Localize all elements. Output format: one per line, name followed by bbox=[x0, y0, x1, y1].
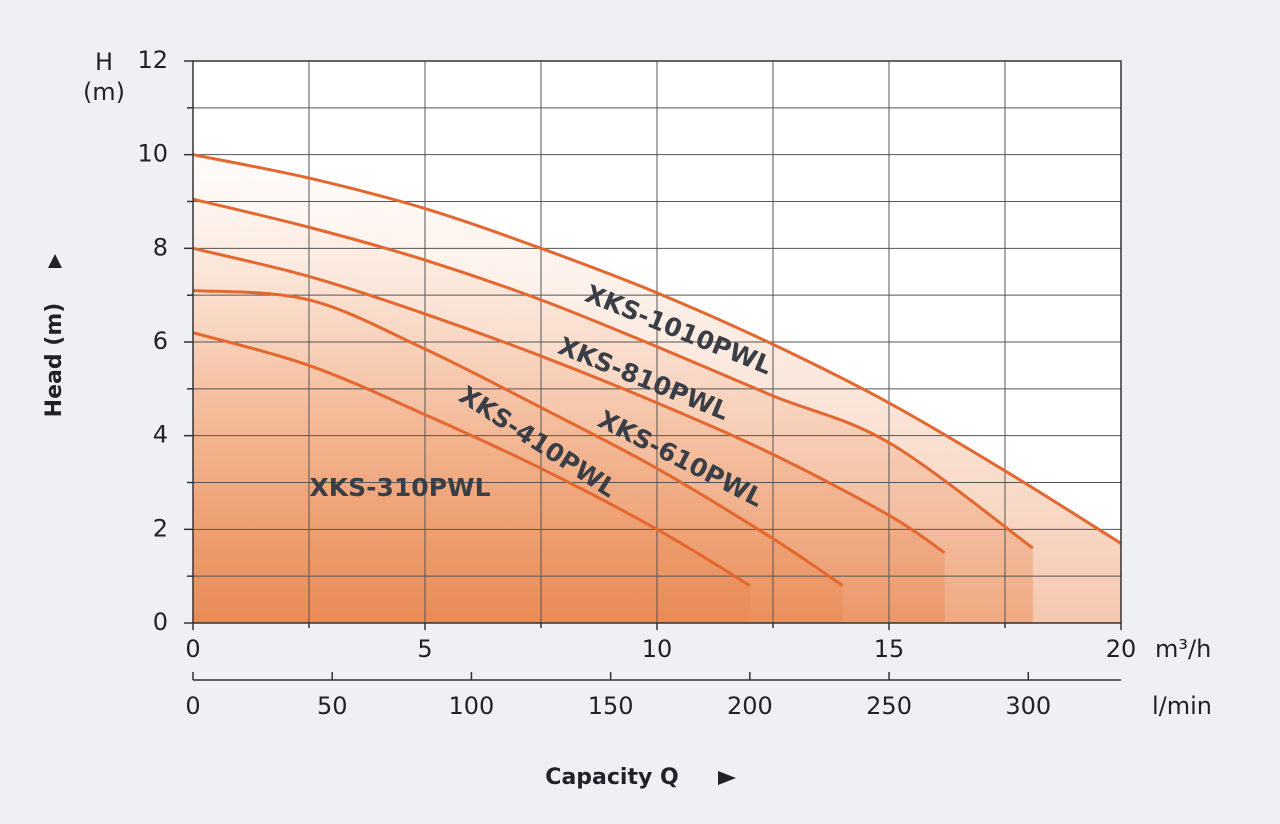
x2-tick-label: 200 bbox=[727, 692, 773, 720]
y-tick-label: 0 bbox=[153, 608, 168, 636]
x-unit: m³/h bbox=[1155, 635, 1211, 663]
x2-tick-label: 300 bbox=[1005, 692, 1051, 720]
y-label-top: H bbox=[95, 48, 113, 76]
x-tick-label: 0 bbox=[185, 635, 200, 663]
curve bbox=[192, 288, 844, 587]
x-axis-label: Capacity Q bbox=[545, 765, 678, 790]
y-arrow bbox=[48, 254, 62, 268]
x-arrow bbox=[718, 771, 736, 785]
x2-tick-label: 250 bbox=[866, 692, 912, 720]
x-tick-label: 15 bbox=[874, 635, 905, 663]
curve bbox=[192, 246, 946, 554]
y-tick-label: 12 bbox=[137, 46, 168, 74]
y-tick-label: 8 bbox=[153, 233, 168, 261]
x2-tick-label: 150 bbox=[588, 692, 634, 720]
x2-tick-label: 100 bbox=[449, 692, 495, 720]
y-axis-label: Head (m) bbox=[42, 303, 67, 418]
x2-tick-label: 0 bbox=[185, 692, 200, 720]
curve-label: XKS-310PWL bbox=[309, 473, 490, 502]
curve bbox=[192, 331, 751, 587]
y-unit-top: (m) bbox=[83, 78, 125, 106]
curve bbox=[192, 197, 1034, 550]
x-tick-label: 10 bbox=[642, 635, 673, 663]
y-tick-label: 2 bbox=[153, 514, 168, 542]
x2-unit: l/min bbox=[1152, 692, 1212, 720]
curve bbox=[192, 153, 1122, 545]
y-tick-label: 4 bbox=[153, 421, 168, 449]
y-tick-label: 6 bbox=[153, 327, 168, 355]
x-tick-label: 20 bbox=[1106, 635, 1137, 663]
x2-tick-label: 50 bbox=[317, 692, 348, 720]
area-fill bbox=[193, 332, 750, 623]
y-tick-label: 10 bbox=[137, 140, 168, 168]
x-tick-label: 5 bbox=[417, 635, 432, 663]
